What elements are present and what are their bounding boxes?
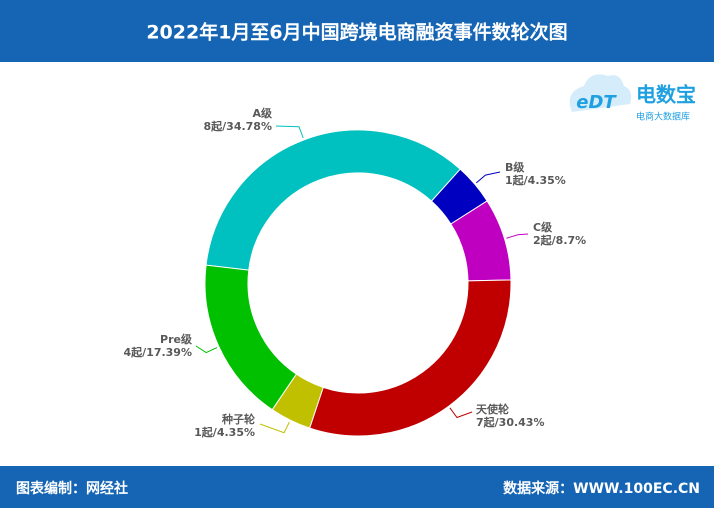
value-label: 4起/17.39%	[124, 345, 193, 359]
slice-label: 种子轮	[221, 412, 255, 426]
footer-left: 图表编制：网经社	[16, 480, 128, 497]
leader-line	[506, 233, 529, 239]
value-label: 1起/4.35%	[194, 425, 255, 439]
leader-line	[259, 421, 290, 434]
logo-brand: 电数宝	[636, 83, 696, 107]
slice-label: A级	[252, 106, 273, 120]
logo: eDT 电数宝 电商大数据库	[569, 74, 696, 123]
slice-label: Pre级	[160, 332, 193, 346]
leader-line	[449, 407, 473, 419]
logo-mark: eDT	[576, 92, 617, 113]
logo-cloud	[569, 74, 632, 112]
leader-line	[195, 345, 218, 354]
slice	[204, 264, 298, 411]
slice-label: 天使轮	[476, 402, 509, 416]
chart-title: 2022年1月至6月中国跨境电商融资事件数轮次图	[146, 21, 567, 44]
leader-line	[475, 171, 501, 184]
leader-line	[275, 125, 304, 139]
logo-tagline: 电商大数据库	[636, 111, 690, 123]
footer-bar	[0, 466, 714, 508]
slice-label: C级	[533, 220, 553, 234]
value-label: 1起/4.35%	[505, 173, 566, 187]
value-label: 7起/30.43%	[476, 415, 545, 429]
slice	[205, 129, 461, 271]
value-label: 8起/34.78%	[204, 119, 273, 133]
slice-label: B级	[505, 160, 525, 174]
value-label: 2起/8.7%	[533, 233, 586, 247]
header-bar	[0, 0, 714, 62]
footer-right: 数据来源：WWW.100EC.CN	[503, 480, 700, 497]
